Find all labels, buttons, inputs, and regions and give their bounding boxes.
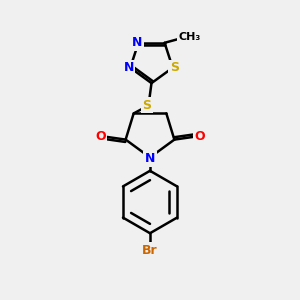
Text: S: S [142, 99, 152, 112]
Text: N: N [124, 61, 134, 74]
Text: N: N [145, 152, 155, 165]
Text: O: O [95, 130, 106, 143]
Text: CH₃: CH₃ [178, 32, 200, 42]
Text: N: N [132, 36, 142, 49]
Text: Br: Br [142, 244, 158, 257]
Text: O: O [194, 130, 205, 143]
Text: S: S [170, 61, 179, 74]
